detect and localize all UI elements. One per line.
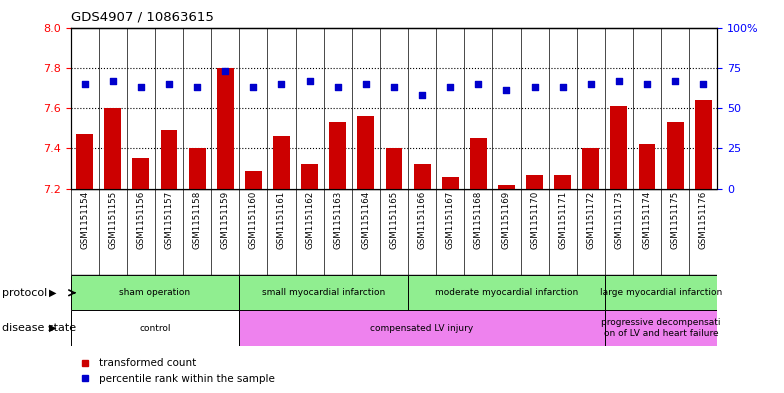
Bar bbox=[695, 100, 712, 189]
Text: GSM1151176: GSM1151176 bbox=[699, 191, 708, 250]
Bar bbox=[554, 174, 571, 189]
Point bbox=[275, 81, 288, 87]
Point bbox=[472, 81, 485, 87]
Text: control: control bbox=[140, 324, 171, 332]
Bar bbox=[239, 275, 408, 310]
Text: GDS4907 / 10863615: GDS4907 / 10863615 bbox=[71, 11, 213, 24]
Bar bbox=[605, 275, 717, 310]
Point bbox=[332, 84, 344, 90]
Bar bbox=[639, 144, 655, 189]
Text: ▶: ▶ bbox=[49, 288, 57, 298]
Text: GSM1151172: GSM1151172 bbox=[586, 191, 595, 250]
Point bbox=[697, 81, 710, 87]
Point bbox=[500, 87, 513, 94]
Point bbox=[163, 81, 176, 87]
Bar bbox=[189, 148, 205, 189]
Text: protocol: protocol bbox=[2, 288, 48, 298]
Text: GSM1151166: GSM1151166 bbox=[418, 191, 426, 250]
Text: GSM1151165: GSM1151165 bbox=[390, 191, 398, 250]
Point bbox=[360, 81, 372, 87]
Bar bbox=[104, 108, 122, 189]
Text: compensated LV injury: compensated LV injury bbox=[371, 324, 474, 332]
Bar bbox=[605, 310, 717, 346]
Bar bbox=[414, 164, 430, 189]
Bar bbox=[441, 176, 459, 189]
Text: GSM1151156: GSM1151156 bbox=[136, 191, 145, 250]
Point bbox=[78, 81, 91, 87]
Bar bbox=[611, 106, 627, 189]
Bar bbox=[301, 164, 318, 189]
Text: small myocardial infarction: small myocardial infarction bbox=[262, 288, 385, 297]
Text: GSM1151157: GSM1151157 bbox=[165, 191, 173, 250]
Point bbox=[191, 84, 203, 90]
Point bbox=[612, 77, 625, 84]
Text: GSM1151169: GSM1151169 bbox=[502, 191, 511, 250]
Bar bbox=[273, 136, 290, 189]
Text: GSM1151167: GSM1151167 bbox=[445, 191, 455, 250]
Text: GSM1151159: GSM1151159 bbox=[221, 191, 230, 250]
Point bbox=[444, 84, 456, 90]
Legend: transformed count, percentile rank within the sample: transformed count, percentile rank withi… bbox=[76, 354, 279, 388]
Text: GSM1151161: GSM1151161 bbox=[277, 191, 286, 250]
Text: GSM1151160: GSM1151160 bbox=[249, 191, 258, 250]
Text: GSM1151154: GSM1151154 bbox=[80, 191, 89, 250]
Bar bbox=[71, 310, 239, 346]
Point bbox=[557, 84, 569, 90]
Text: GSM1151168: GSM1151168 bbox=[474, 191, 483, 250]
Bar bbox=[132, 158, 149, 189]
Text: sham operation: sham operation bbox=[119, 288, 191, 297]
Point bbox=[669, 77, 681, 84]
Point bbox=[135, 84, 147, 90]
Text: GSM1151174: GSM1151174 bbox=[643, 191, 652, 250]
Text: GSM1151158: GSM1151158 bbox=[193, 191, 201, 250]
Text: GSM1151164: GSM1151164 bbox=[361, 191, 370, 250]
Bar bbox=[470, 138, 487, 189]
Text: GSM1151175: GSM1151175 bbox=[670, 191, 680, 250]
Point bbox=[387, 84, 400, 90]
Text: GSM1151155: GSM1151155 bbox=[108, 191, 118, 250]
Bar bbox=[76, 134, 93, 189]
Point bbox=[641, 81, 653, 87]
Text: progressive decompensati
on of LV and heart failure: progressive decompensati on of LV and he… bbox=[601, 318, 720, 338]
Text: moderate myocardial infarction: moderate myocardial infarction bbox=[435, 288, 578, 297]
Bar bbox=[386, 148, 402, 189]
Bar bbox=[358, 116, 374, 189]
Text: GSM1151173: GSM1151173 bbox=[615, 191, 623, 250]
Text: GSM1151171: GSM1151171 bbox=[558, 191, 567, 250]
Text: GSM1151162: GSM1151162 bbox=[305, 191, 314, 250]
Point bbox=[528, 84, 541, 90]
Text: ▶: ▶ bbox=[49, 323, 57, 333]
Point bbox=[585, 81, 597, 87]
Bar bbox=[408, 275, 605, 310]
Bar bbox=[217, 68, 234, 189]
Point bbox=[107, 77, 119, 84]
Text: GSM1151170: GSM1151170 bbox=[530, 191, 539, 250]
Point bbox=[303, 77, 316, 84]
Point bbox=[219, 68, 231, 74]
Bar bbox=[239, 310, 605, 346]
Point bbox=[416, 92, 428, 98]
Bar bbox=[666, 122, 684, 189]
Text: disease state: disease state bbox=[2, 323, 77, 333]
Bar bbox=[161, 130, 177, 189]
Text: large myocardial infarction: large myocardial infarction bbox=[600, 288, 722, 297]
Text: GSM1151163: GSM1151163 bbox=[333, 191, 343, 250]
Point bbox=[247, 84, 260, 90]
Bar bbox=[583, 148, 599, 189]
Bar bbox=[71, 275, 239, 310]
Bar bbox=[245, 171, 262, 189]
Bar bbox=[526, 174, 543, 189]
Bar bbox=[329, 122, 347, 189]
Bar bbox=[498, 185, 515, 189]
